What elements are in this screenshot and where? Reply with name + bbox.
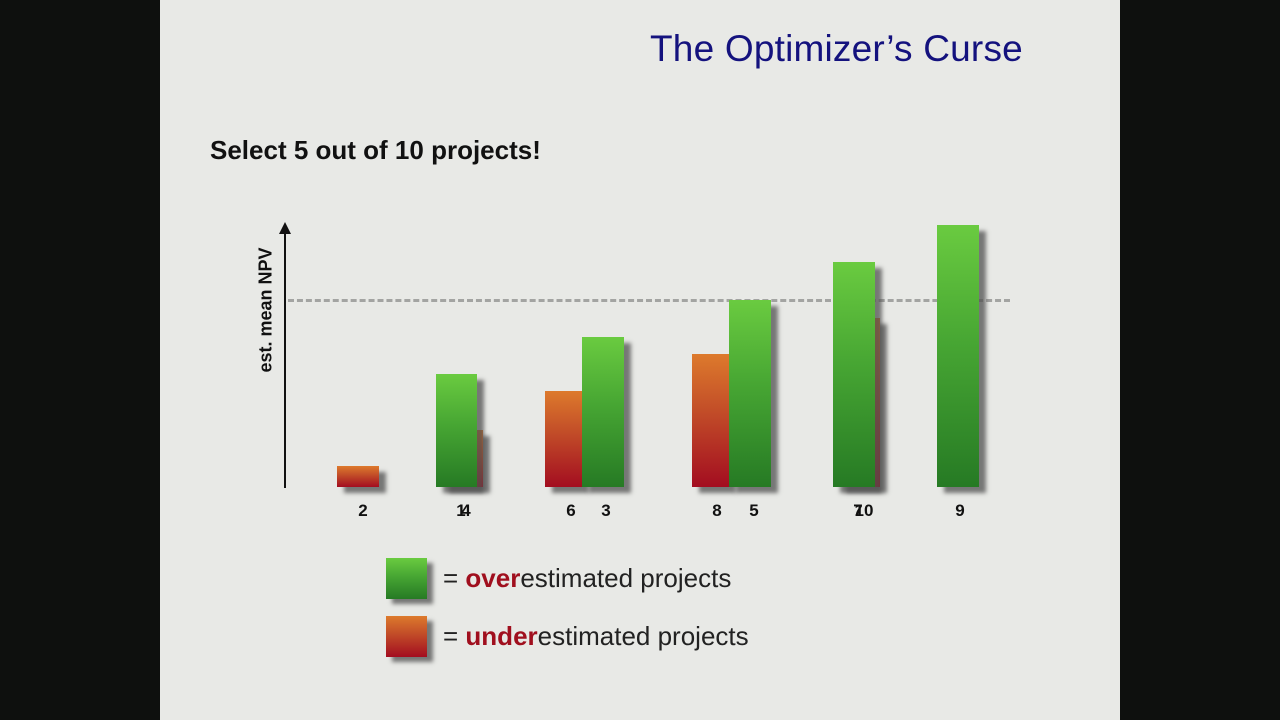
legend-text-overestimated: = overestimated projects bbox=[443, 563, 731, 594]
x-label-project-2: 2 bbox=[358, 501, 368, 520]
bar-project-9 bbox=[937, 225, 979, 487]
bar-project-8 bbox=[692, 354, 729, 487]
y-axis-label: est. mean NPV bbox=[255, 247, 276, 373]
y-axis-line bbox=[284, 230, 286, 488]
legend-equals: = bbox=[443, 562, 466, 593]
bar-project-1 bbox=[436, 374, 477, 487]
bar-project-6 bbox=[545, 391, 582, 487]
x-label-project-1: 1 bbox=[456, 501, 466, 520]
bar-project-3 bbox=[582, 337, 624, 487]
bar-project-2 bbox=[337, 466, 379, 487]
x-label-project-4: 4 bbox=[461, 501, 471, 520]
x-label-project-8: 8 bbox=[712, 501, 722, 520]
red-swatch-icon bbox=[386, 615, 427, 657]
bar-project-5 bbox=[729, 300, 771, 487]
legend-rest: estimated projects bbox=[520, 562, 732, 593]
selection-threshold-line bbox=[288, 299, 1010, 302]
legend-item-overestimated: = overestimated projects bbox=[386, 557, 731, 599]
x-label-project-9: 9 bbox=[955, 501, 965, 520]
legend-emphasis: under bbox=[465, 620, 538, 651]
x-label-project-7: 7 bbox=[853, 501, 863, 520]
legend-item-underestimated: = underestimated projects bbox=[386, 615, 749, 657]
legend-equals: = bbox=[443, 620, 466, 651]
legend-text-underestimated: = underestimated projects bbox=[443, 621, 749, 652]
slide-subtitle: Select 5 out of 10 projects! bbox=[210, 135, 541, 165]
bar-project-7 bbox=[833, 262, 875, 487]
green-swatch-icon bbox=[386, 557, 427, 599]
x-label-project-3: 3 bbox=[601, 501, 611, 520]
legend-emphasis: over bbox=[465, 562, 521, 593]
x-label-project-5: 5 bbox=[749, 501, 759, 520]
slide-title: The Optimizer’s Curse bbox=[650, 28, 1023, 69]
x-label-project-6: 6 bbox=[566, 501, 576, 520]
arrow-up-icon bbox=[279, 222, 291, 234]
legend-rest: estimated projects bbox=[537, 620, 749, 651]
x-label-project-10: 10 bbox=[854, 501, 874, 520]
